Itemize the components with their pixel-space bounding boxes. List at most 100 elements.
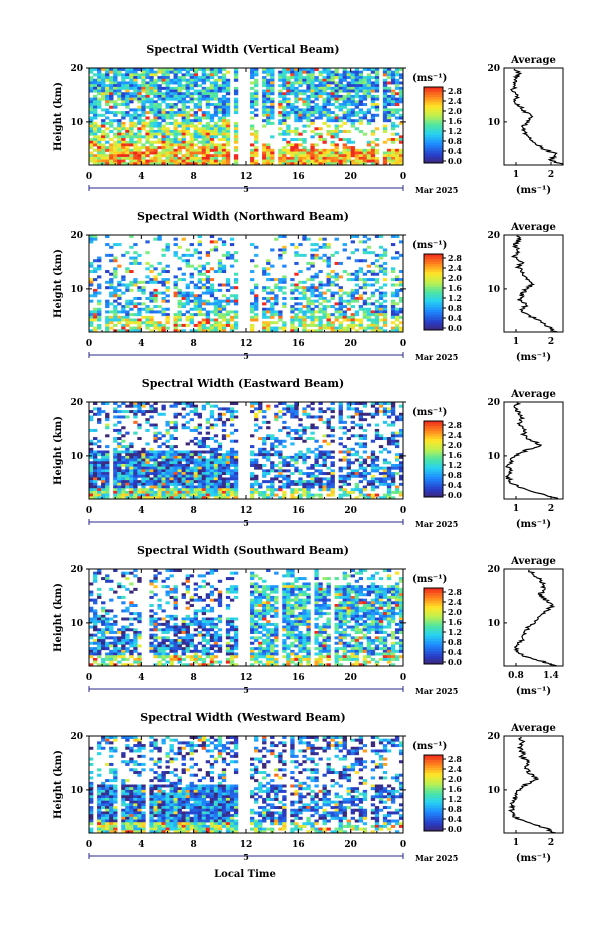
- heatmap-cell: [209, 156, 215, 160]
- heatmap-cell: [145, 455, 150, 459]
- heatmap-cell: [217, 469, 223, 473]
- heatmap-cell: [282, 70, 287, 74]
- heatmap-cell: [386, 496, 392, 500]
- heatmap-cell: [197, 159, 203, 163]
- heatmap-cell: [370, 278, 376, 282]
- heatmap-cell: [278, 428, 283, 432]
- heatmap-cell: [197, 103, 203, 107]
- heatmap-cell: [254, 148, 259, 152]
- heatmap-cell: [133, 296, 138, 300]
- heatmap-cell: [350, 426, 355, 430]
- heatmap-cell: [205, 143, 211, 147]
- heatmap-cell: [93, 278, 98, 282]
- heatmap-cell: [217, 474, 223, 478]
- heatmap-cell: [149, 92, 154, 96]
- heatmap-cell: [161, 127, 166, 131]
- heatmap-cell: [193, 407, 198, 411]
- heatmap-cell: [201, 129, 207, 133]
- heatmap-cell: [189, 480, 194, 484]
- heatmap-cell: [302, 76, 307, 80]
- heatmap-cell: [177, 318, 182, 322]
- heatmap-cell: [217, 455, 223, 459]
- heatmap-cell: [217, 482, 223, 486]
- heatmap-cell: [310, 402, 315, 405]
- heatmap-cell: [302, 488, 307, 492]
- heatmap-cell: [362, 78, 368, 82]
- heatmap-cell: [314, 94, 319, 98]
- heatmap-cell: [93, 315, 98, 319]
- heatmap-cell: [266, 296, 271, 300]
- heatmap-cell: [97, 450, 102, 454]
- heatmap-cell: [193, 437, 198, 441]
- heatmap-cell: [117, 92, 122, 96]
- heatmap-cell: [177, 89, 182, 93]
- heatmap-cell: [177, 291, 182, 295]
- heatmap-cell: [197, 323, 203, 327]
- heatmap-cell: [201, 326, 207, 330]
- heatmap-cell: [221, 420, 227, 424]
- heatmap-cell: [105, 103, 110, 107]
- heatmap-cell: [153, 103, 158, 107]
- heatmap-cell: [149, 466, 154, 470]
- heatmap-cell: [306, 70, 311, 74]
- heatmap-cell: [274, 299, 279, 303]
- heatmap-cell: [181, 78, 186, 82]
- heatmap-cell: [366, 84, 372, 88]
- heatmap-cell: [193, 119, 198, 123]
- heatmap-cell: [362, 442, 368, 446]
- heatmap-cell: [398, 138, 404, 142]
- heatmap-cell: [390, 326, 396, 330]
- heatmap-cell: [109, 272, 114, 276]
- heatmap-cell: [229, 463, 235, 467]
- heatmap-cell: [306, 450, 311, 454]
- heatmap-cell: [213, 453, 219, 457]
- heatmap-cell: [358, 94, 364, 98]
- heatmap-cell: [318, 296, 323, 300]
- heatmap-cell: [306, 119, 311, 123]
- heatmap-cell: [225, 434, 231, 438]
- heatmap-cell: [394, 151, 400, 155]
- heatmap-cell: [121, 97, 126, 101]
- heatmap-cell: [201, 291, 207, 295]
- heatmap-cell: [286, 482, 291, 486]
- heatmap-cell: [217, 418, 223, 422]
- heatmap-cell: [318, 73, 323, 77]
- average-y-tick-label: 20: [487, 64, 500, 74]
- heatmap-cell: [398, 299, 404, 303]
- heatmap-cell: [342, 89, 347, 93]
- heatmap-cell: [149, 315, 154, 319]
- heatmap-cell: [262, 410, 267, 414]
- heatmap-cell: [322, 86, 327, 90]
- heatmap-cell: [217, 148, 223, 152]
- heatmap-cell: [382, 159, 388, 163]
- chart-panel-2: Spectral Width (Northward Beam)2010Heigh…: [53, 210, 564, 363]
- heatmap-cell: [346, 472, 351, 476]
- heatmap-cell: [282, 496, 287, 500]
- heatmap-cell: [101, 453, 106, 457]
- heatmap-cell: [334, 237, 339, 241]
- heatmap-cell: [258, 426, 263, 430]
- heatmap-cell: [370, 480, 376, 484]
- heatmap-cell: [93, 270, 98, 274]
- heatmap-cell: [97, 68, 102, 71]
- heatmap-cell: [310, 68, 315, 71]
- heatmap-cell: [133, 259, 138, 263]
- heatmap-cell: [213, 113, 219, 117]
- heatmap-cell: [330, 402, 335, 405]
- heatmap-cell: [229, 488, 235, 492]
- heatmap-cell: [213, 70, 219, 74]
- heatmap-cell: [306, 474, 311, 478]
- heatmap-cell: [157, 86, 162, 90]
- heatmap-cell: [89, 318, 94, 322]
- heatmap-cell: [342, 97, 347, 101]
- heatmap-cell: [205, 135, 211, 139]
- heatmap-cell: [101, 146, 106, 150]
- heatmap-cell: [189, 439, 194, 443]
- heatmap-cell: [133, 461, 138, 465]
- heatmap-cell: [93, 660, 98, 664]
- heatmap-cell: [213, 81, 219, 85]
- heatmap-cell: [153, 119, 158, 123]
- heatmap-cell: [109, 97, 114, 101]
- heatmap-cell: [225, 105, 231, 109]
- heatmap-cell: [173, 291, 178, 295]
